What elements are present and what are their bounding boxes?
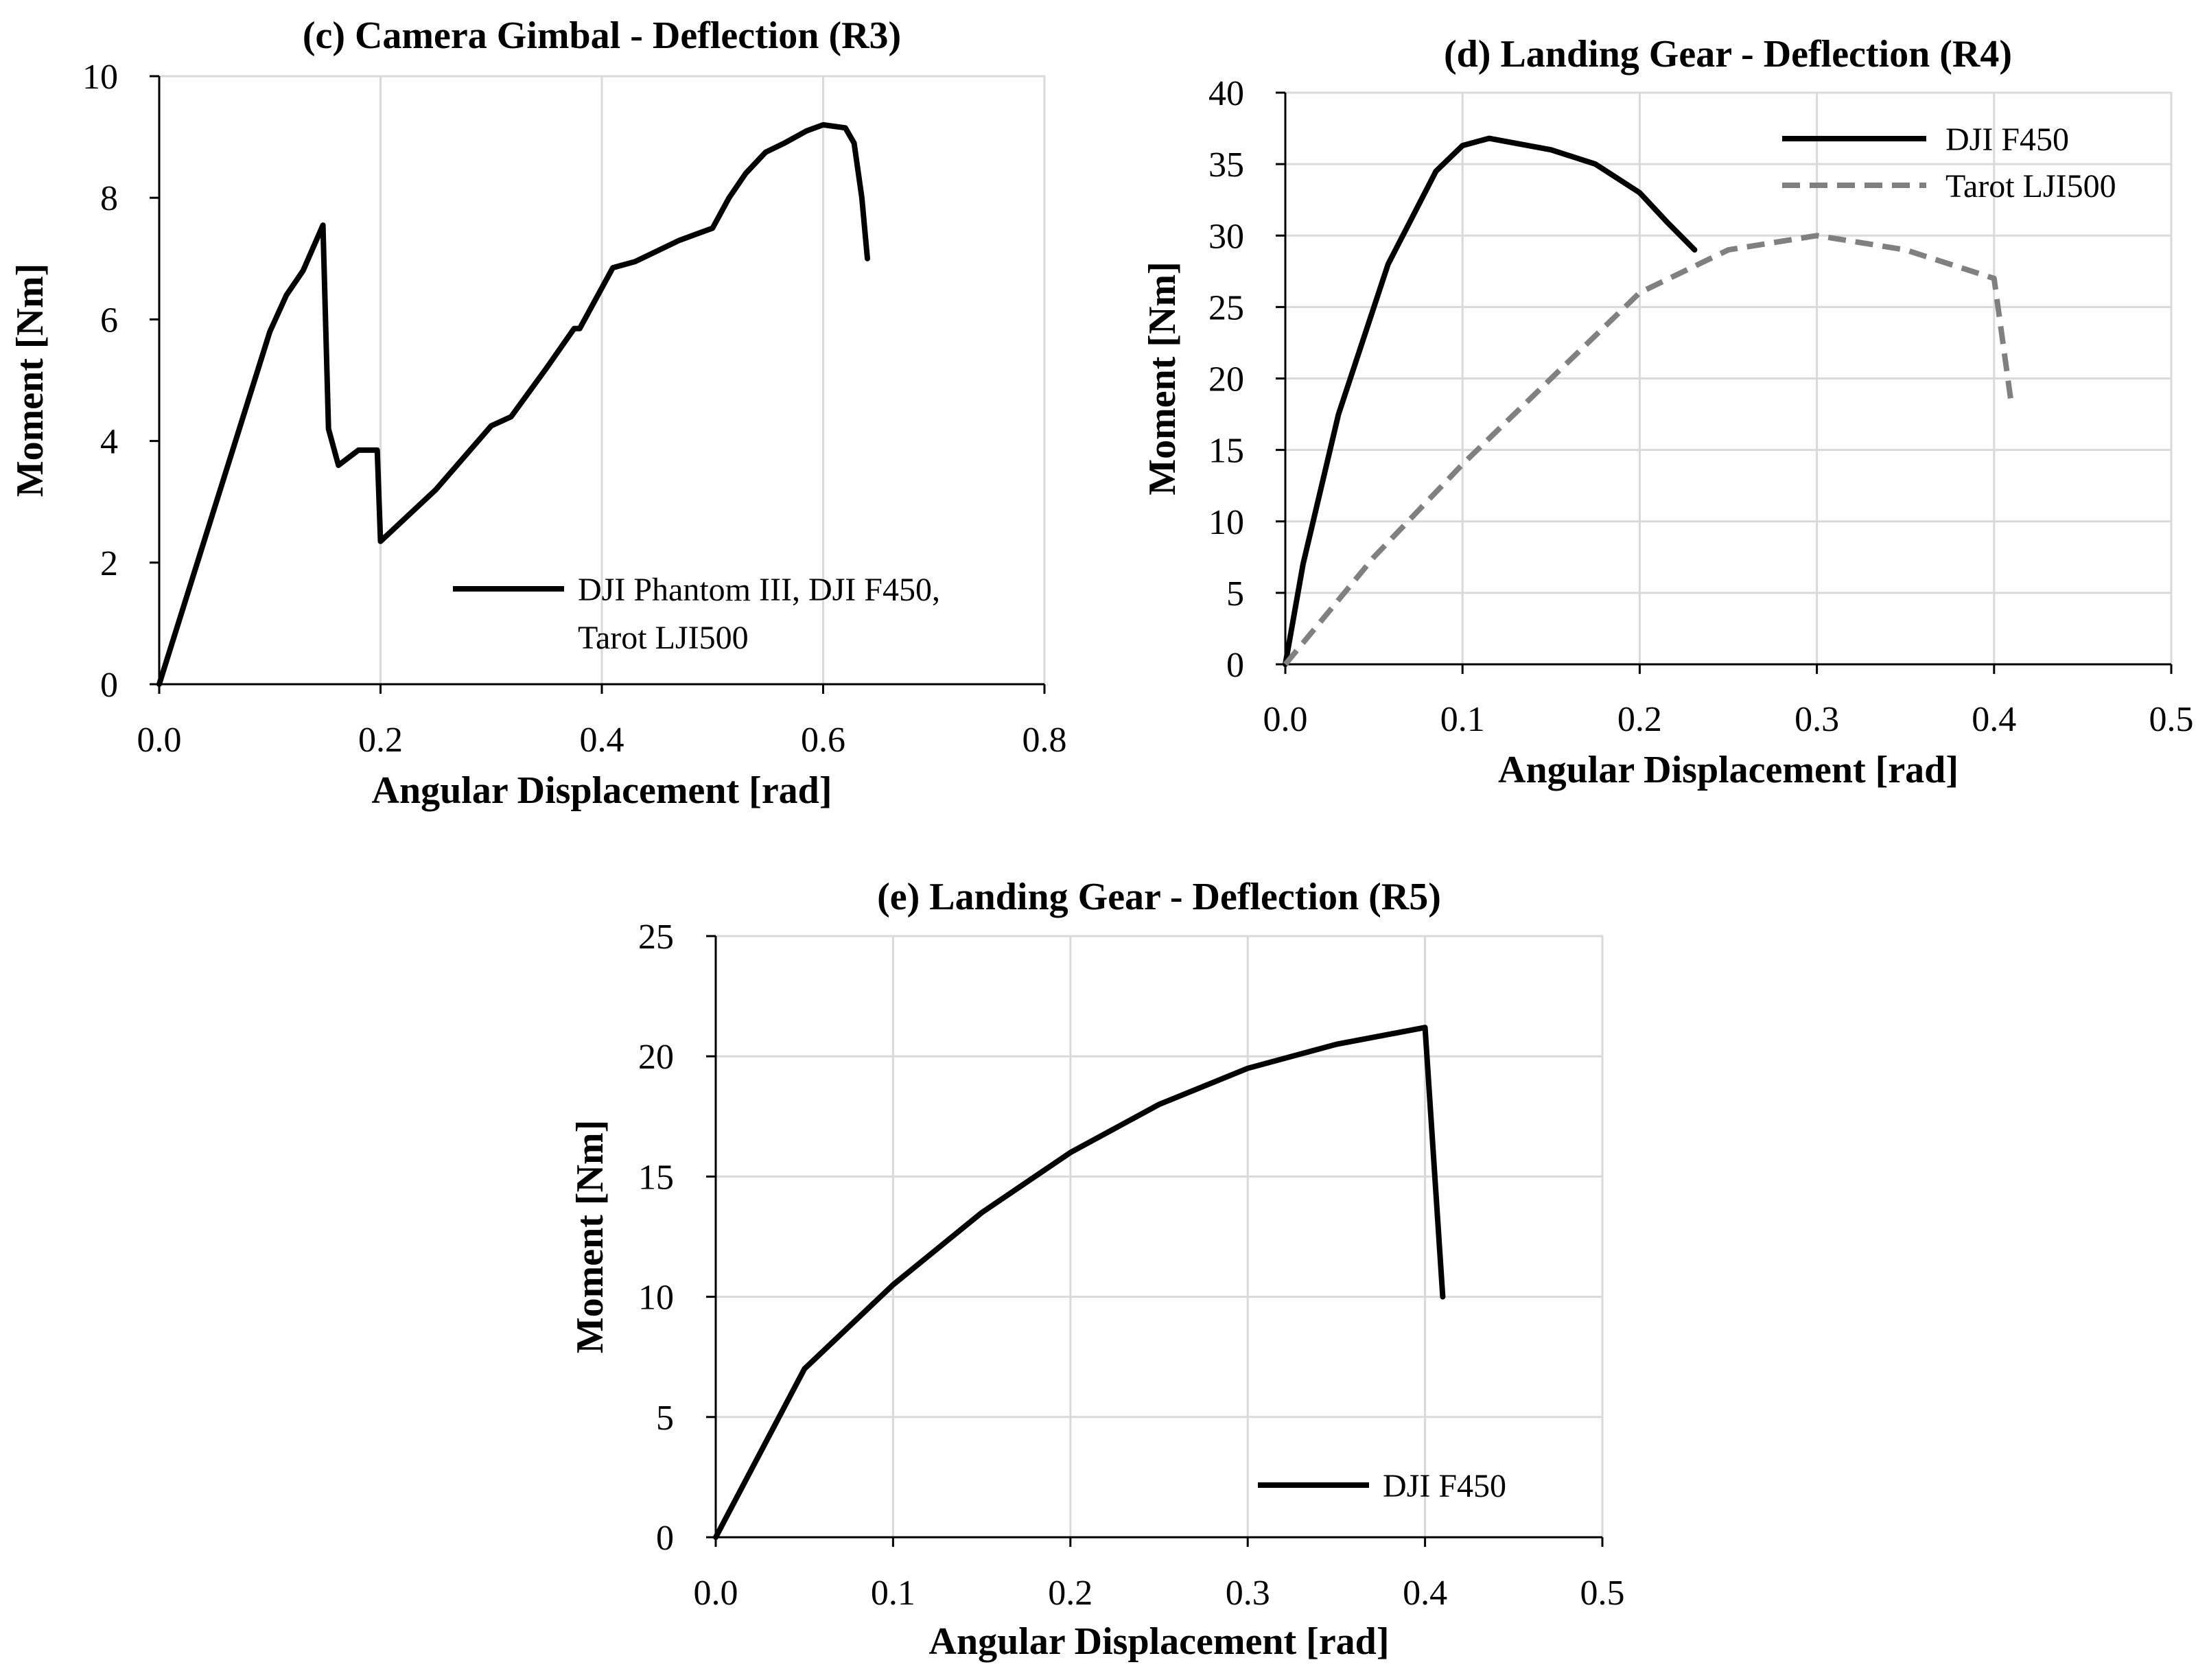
y-tick-label: 30 (1208, 217, 1244, 256)
y-axis-label: Moment [Nm] (9, 264, 51, 498)
y-tick-label: 4 (100, 423, 118, 462)
y-tick-label: 10 (82, 58, 118, 97)
chart-landing-gear-r4: 0.0 0.1 0.2 0.3 0.4 0.5 0 5 10 15 20 25 30 35 40 (d) La… (1141, 33, 2194, 791)
y-tick-label: 15 (638, 1158, 674, 1197)
plot-area (714, 935, 1604, 1539)
x-tick-label: 0.1 (871, 1574, 915, 1613)
x-tick-label: 0.0 (1263, 700, 1308, 739)
x-tick-label: 0.5 (1580, 1574, 1625, 1613)
y-tick-label: 2 (100, 544, 118, 583)
y-tick-label: 20 (1208, 360, 1244, 399)
y-tick-label: 35 (1208, 145, 1244, 185)
y-tick-label: 15 (1208, 432, 1244, 471)
x-tick-label: 0.4 (1403, 1574, 1447, 1613)
y-tick-label: 5 (656, 1399, 674, 1438)
x-axis-label: Angular Displacement [rad] (1498, 749, 1959, 791)
chart-title: (e) Landing Gear - Deflection (R5) (877, 876, 1441, 918)
y-tick-label: 10 (638, 1279, 674, 1318)
y-tick-label: 25 (1208, 288, 1244, 327)
x-tick-label: 0.0 (137, 721, 182, 760)
legend-label: DJI F450 (1945, 121, 2069, 158)
series-line (156, 121, 870, 687)
x-tick-label: 0.4 (1972, 700, 2016, 739)
y-tick-label: 25 (638, 918, 674, 957)
chart-title: (c) Camera Gimbal - Deflection (R3) (303, 14, 901, 57)
y-tick-label: 6 (100, 301, 118, 340)
chart-title: (d) Landing Gear - Deflection (R4) (1444, 33, 2012, 75)
y-axis-label: Moment [Nm] (1141, 261, 1184, 495)
chart-landing-gear-r5: 0.0 0.1 0.2 0.3 0.4 0.5 0 5 10 15 20 25 (e) Landing … (569, 876, 1625, 1663)
series-line (1283, 233, 2015, 666)
x-axis-label: Angular Displacement [rad] (929, 1620, 1390, 1663)
x-tick-label: 0.4 (580, 721, 624, 760)
y-tick-label: 0 (1226, 646, 1244, 685)
x-tick-label: 0.5 (2149, 700, 2194, 739)
legend-label: DJI F450 (1383, 1468, 1506, 1504)
x-tick-label: 0.2 (1048, 1574, 1092, 1613)
y-tick-label: 0 (100, 666, 118, 705)
y-tick-label: 8 (100, 179, 118, 218)
legend-label: Tarot LJI500 (1945, 168, 2116, 205)
x-axis-label: Angular Displacement [rad] (372, 769, 832, 812)
x-tick-label: 0.6 (801, 721, 845, 760)
y-tick-label: 20 (638, 1038, 674, 1077)
chart-camera-gimbal-r3: 0.0 0.2 0.4 0.6 0.8 0 2 4 6 8 10 (c) Camera Gimbal … (9, 14, 1067, 812)
x-tick-label: 0.3 (1795, 700, 1839, 739)
series-line (713, 1025, 1446, 1540)
x-tick-label: 0.2 (1617, 700, 1662, 739)
x-tick-label: 0.8 (1022, 721, 1067, 760)
legend-label: DJI Phantom III, DJI F450, (578, 572, 940, 608)
y-tick-label: 5 (1226, 574, 1244, 614)
y-tick-label: 0 (656, 1519, 674, 1558)
legend-label: Tarot LJI500 (578, 620, 749, 656)
x-tick-label: 0.0 (694, 1574, 738, 1613)
y-tick-label: 10 (1208, 503, 1244, 542)
series-line (1283, 135, 1698, 667)
y-axis-label: Moment [Nm] (569, 1120, 611, 1354)
x-tick-label: 0.1 (1440, 700, 1485, 739)
y-tick-label: 40 (1208, 74, 1244, 113)
x-tick-label: 0.2 (358, 721, 403, 760)
x-tick-label: 0.3 (1226, 1574, 1270, 1613)
